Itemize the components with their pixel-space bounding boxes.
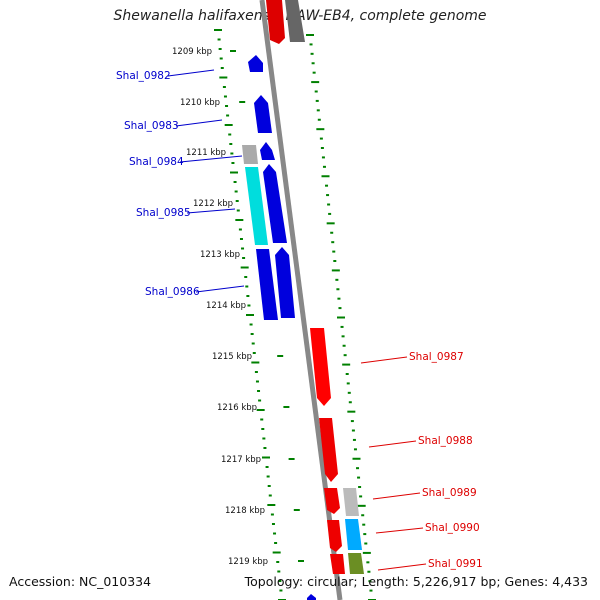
gene-feature [260,142,275,160]
gene-label-right: Shal_0989 [422,487,477,499]
gene-feature [324,488,340,514]
leader-line [372,492,421,500]
topology-summary: Topology: circular; Length: 5,226,917 bp… [244,574,588,589]
tick-label: 1214 kbp [206,301,246,311]
gene-features [242,0,364,600]
gene-feature [319,418,338,482]
gene-label-left: Shal_0982 [116,70,171,82]
tick-label: 1217 kbp [221,455,261,465]
leader-line [179,155,243,163]
gene-feature [343,488,359,516]
tick-label: 1213 kbp [200,250,240,260]
gene-label-left: Shal_0983 [124,120,179,132]
gene-feature [254,95,272,133]
gene-feature [275,247,295,318]
tick-label: 1212 kbp [193,199,233,209]
gene-label-right: Shal_0987 [409,351,464,363]
leader-line [195,285,245,293]
leader-line [186,208,236,214]
gene-label-right: Shal_0988 [418,435,473,447]
gene-label-left: Shal_0984 [129,156,184,168]
gene-feature [345,519,362,550]
gene-label-left: Shal_0985 [136,207,191,219]
right-tick-rail [306,34,376,600]
accession-text: Accession: NC_010334 [9,574,152,589]
leader-line [368,440,417,448]
tick-dots [214,29,376,600]
gene-feature [248,55,263,72]
leader-line [175,119,223,127]
gene-label-right: Shal_0990 [425,522,480,534]
gene-feature [242,145,258,164]
leader-line [375,527,424,534]
leader-line [167,69,215,77]
tick-label: 1216 kbp [217,403,257,413]
tick-labels: 1209 kbp 1210 kbp 1211 kbp 1212 kbp 1213 kbp… [172,47,304,567]
gene-feature [348,553,364,574]
gene-feature [266,0,285,44]
gene-feature [327,520,342,552]
gene-label-left: Shal_0986 [145,286,200,298]
tick-label: 1211 kbp [186,148,226,158]
tick-label: 1218 kbp [225,506,265,516]
gene-feature [256,249,278,320]
gene-feature [307,594,316,600]
left-tick-rail [214,29,286,600]
gene-feature [285,0,305,42]
tick-label: 1210 kbp [180,98,220,108]
gene-feature [245,167,268,245]
gene-feature [263,164,287,243]
leader-line [377,563,427,571]
gene-feature [330,554,345,574]
leader-line [360,356,408,364]
gene-label-right: Shal_0991 [428,558,483,570]
gene-callouts: Shal_0982 Shal_0983 Shal_0984 Shal_0985 Shal… [116,69,483,571]
tick-label: 1215 kbp [212,352,252,362]
tick-label: 1219 kbp [228,557,268,567]
gene-feature [310,328,331,406]
tick-label: 1209 kbp [172,47,212,57]
